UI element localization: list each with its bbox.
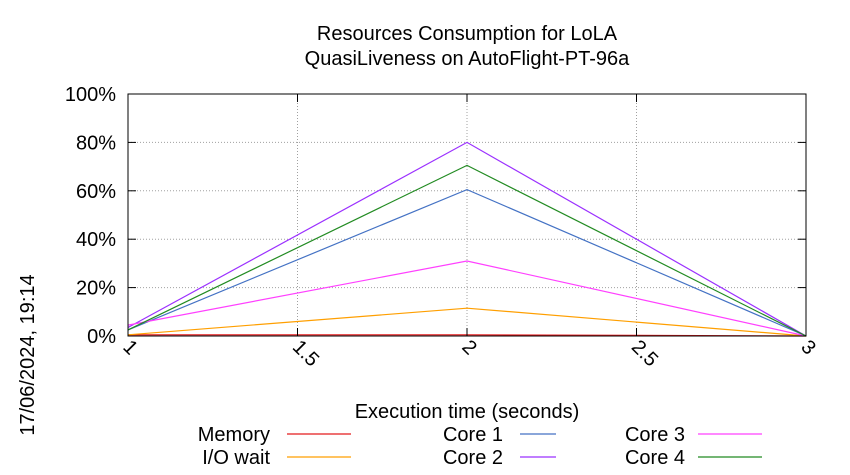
series-line-core-3 <box>127 260 807 337</box>
grid <box>128 94 806 336</box>
series-line-core-2 <box>127 141 807 337</box>
series-line-core-1 <box>127 188 807 337</box>
legend-label-core-4: Core 4 <box>625 447 685 469</box>
y-tick-label: 40% <box>76 229 116 251</box>
series-line-core-4 <box>127 164 807 337</box>
x-tick-label: 1 <box>118 336 141 359</box>
chart-title-line-1: Resources Consumption for LoLA <box>317 23 618 45</box>
legend-label-core-1: Core 1 <box>443 424 503 446</box>
series-line-i-o-wait <box>127 307 807 337</box>
x-tick-label: 2.5 <box>627 336 662 371</box>
y-tick-label: 0% <box>87 326 116 348</box>
x-axis: 1 1.5 2 2.5 3 <box>118 94 820 371</box>
x-tick-label: 2 <box>457 336 480 359</box>
legend-label-core-3: Core 3 <box>625 424 685 446</box>
y-axis: 0% 20% 40% 60% 80% 100% <box>65 84 806 348</box>
legend-label-memory: Memory <box>198 424 270 446</box>
y-tick-label: 80% <box>76 132 116 154</box>
chart-title-line-2: QuasiLiveness on AutoFlight-PT-96a <box>305 48 631 70</box>
y-tick-label: 20% <box>76 278 116 300</box>
legend-label-i-o-wait: I/O wait <box>202 447 270 469</box>
y-tick-label: 60% <box>76 181 116 203</box>
x-axis-label: Execution time (seconds) <box>355 401 580 423</box>
x-tick-label: 3 <box>796 336 819 359</box>
y-tick-label: 100% <box>65 84 116 106</box>
legend-label-core-2: Core 2 <box>443 447 503 469</box>
timestamp: 17/06/2024, 19:14 <box>17 274 39 435</box>
x-tick-label: 1.5 <box>288 336 323 371</box>
